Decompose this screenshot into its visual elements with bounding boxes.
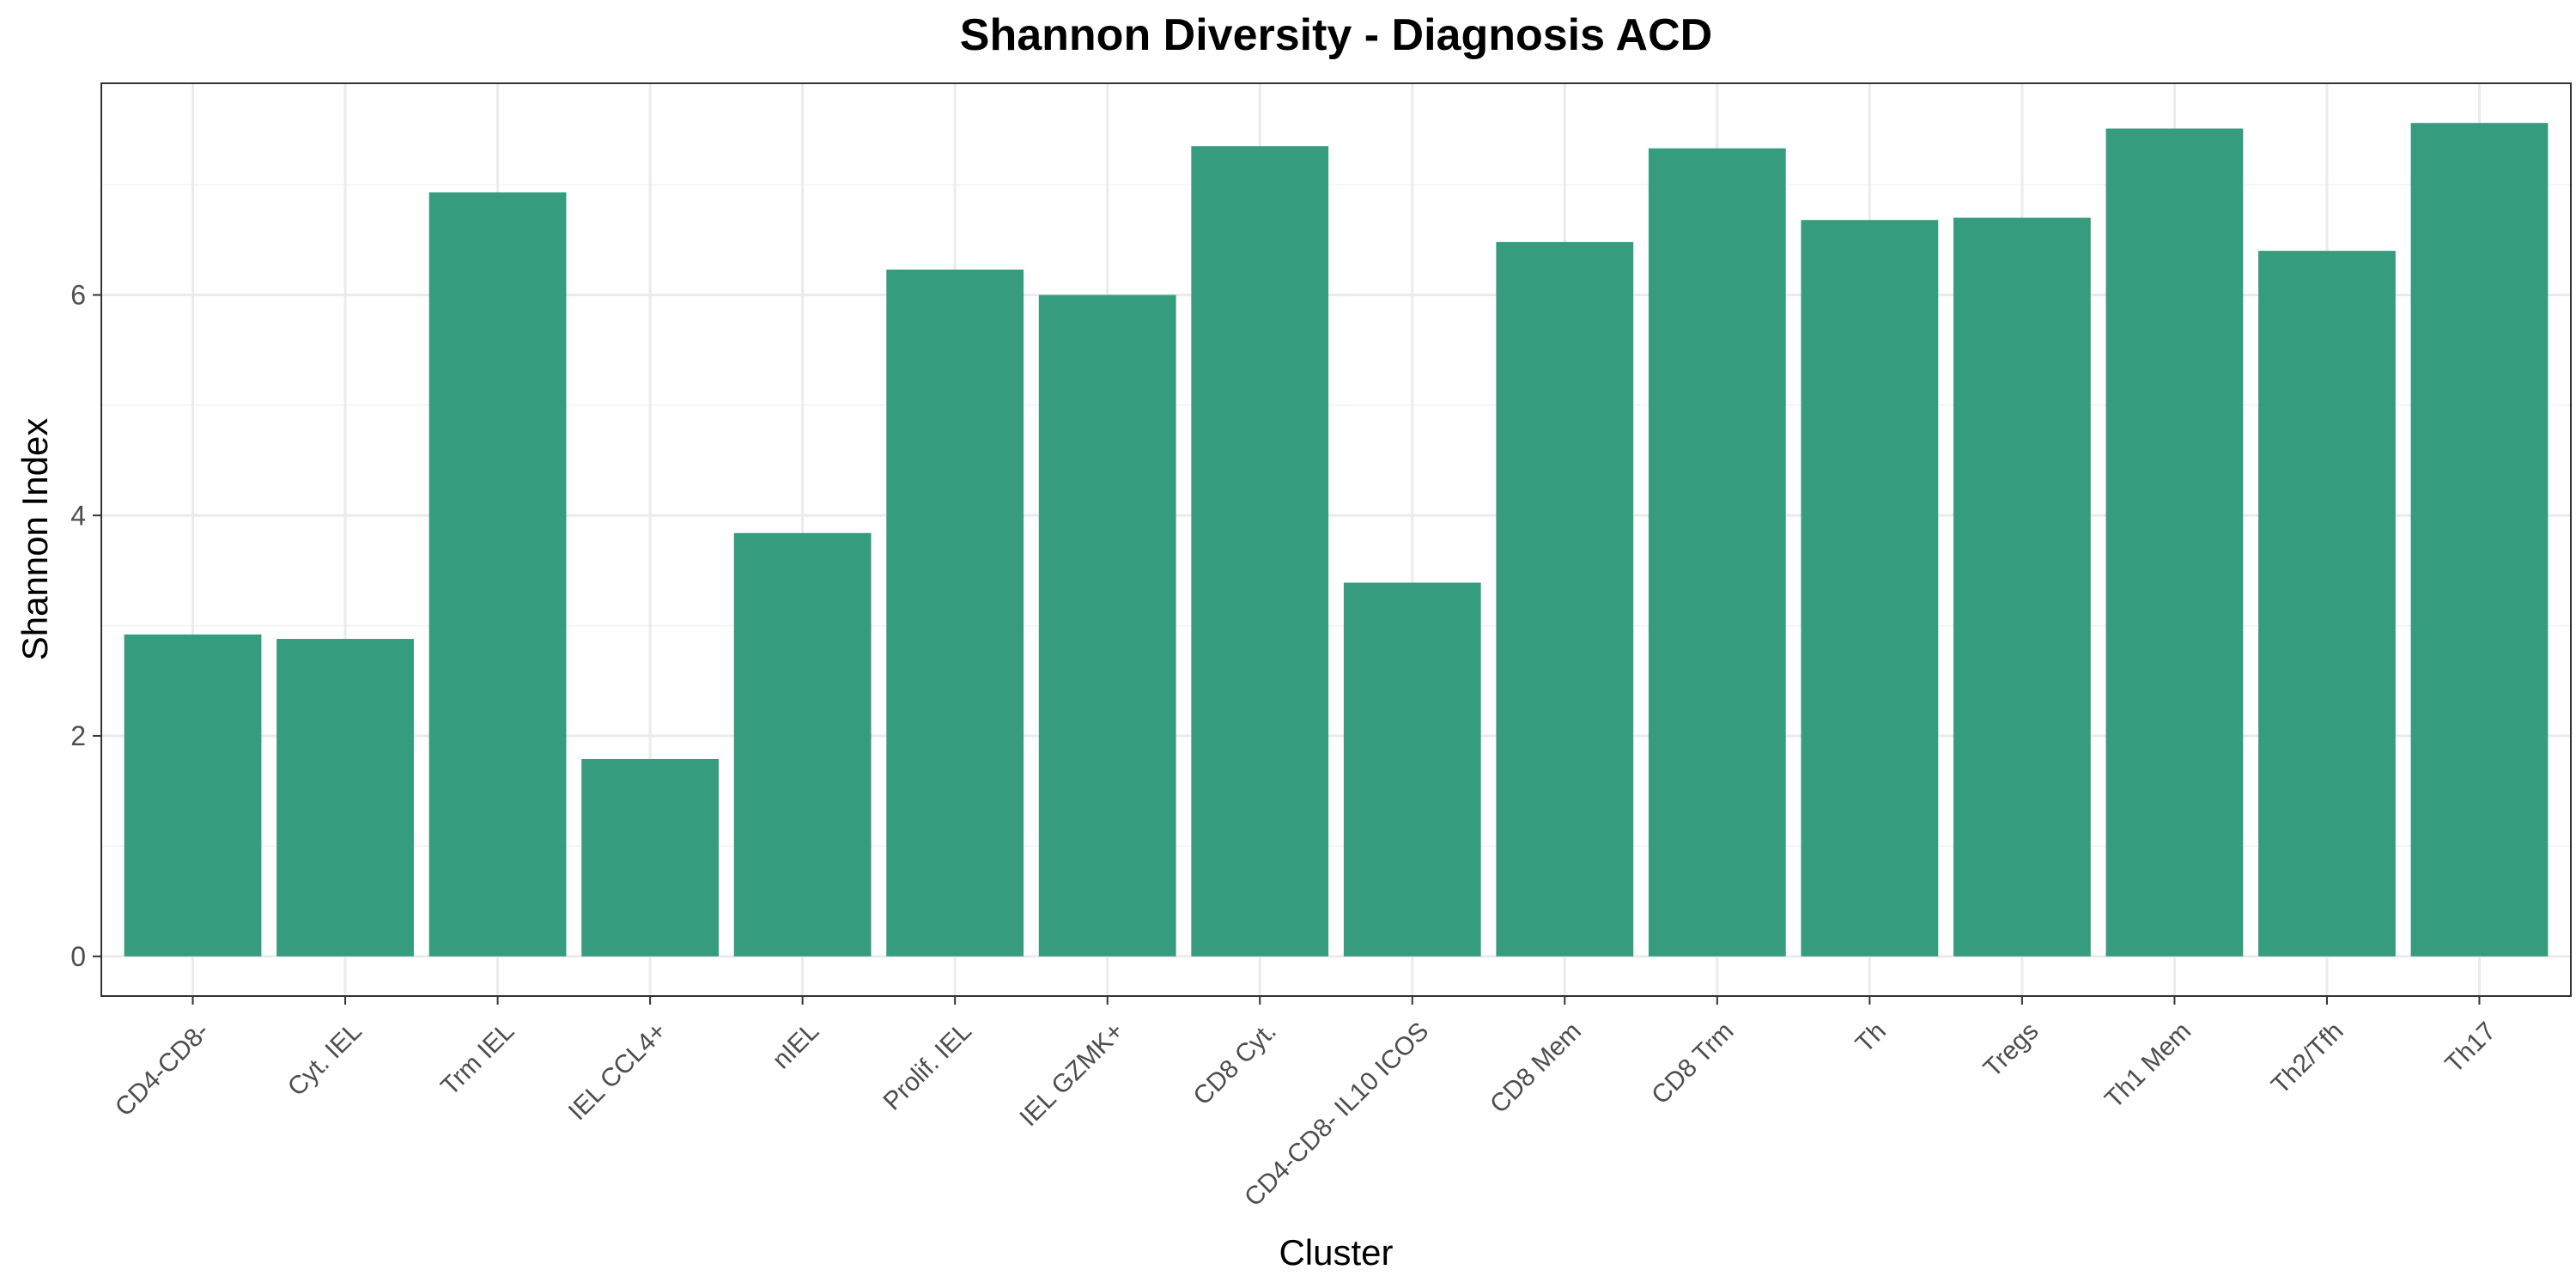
bar-11 bbox=[1648, 148, 1786, 957]
bar-3 bbox=[428, 192, 567, 957]
bar-10 bbox=[1496, 241, 1634, 957]
bar-12 bbox=[1801, 220, 1939, 957]
bar-7 bbox=[1038, 295, 1176, 957]
y-tick-label: 4 bbox=[70, 500, 86, 531]
bar-5 bbox=[733, 532, 872, 957]
y-axis: 0 2 4 6 bbox=[70, 279, 101, 972]
bar-1 bbox=[124, 634, 262, 957]
chart-title: Shannon Diversity - Diagnosis ACD bbox=[960, 10, 1712, 60]
bar-2 bbox=[276, 639, 414, 957]
bar-15 bbox=[2258, 251, 2396, 957]
bar-14 bbox=[2105, 128, 2244, 957]
bars-layer bbox=[124, 123, 2549, 957]
x-axis-title: Cluster bbox=[1279, 1232, 1393, 1273]
bar-4 bbox=[581, 758, 719, 957]
bar-8 bbox=[1191, 146, 1329, 957]
bar-13 bbox=[1953, 217, 2091, 957]
y-tick-label: 0 bbox=[70, 941, 86, 972]
panel-border bbox=[100, 82, 2572, 997]
bar-9 bbox=[1343, 582, 1481, 957]
y-tick-label: 2 bbox=[70, 720, 86, 751]
bar-16 bbox=[2410, 123, 2549, 957]
y-axis-title: Shannon Index bbox=[15, 418, 55, 661]
bar-6 bbox=[886, 269, 1024, 957]
y-tick-label: 6 bbox=[70, 279, 86, 310]
